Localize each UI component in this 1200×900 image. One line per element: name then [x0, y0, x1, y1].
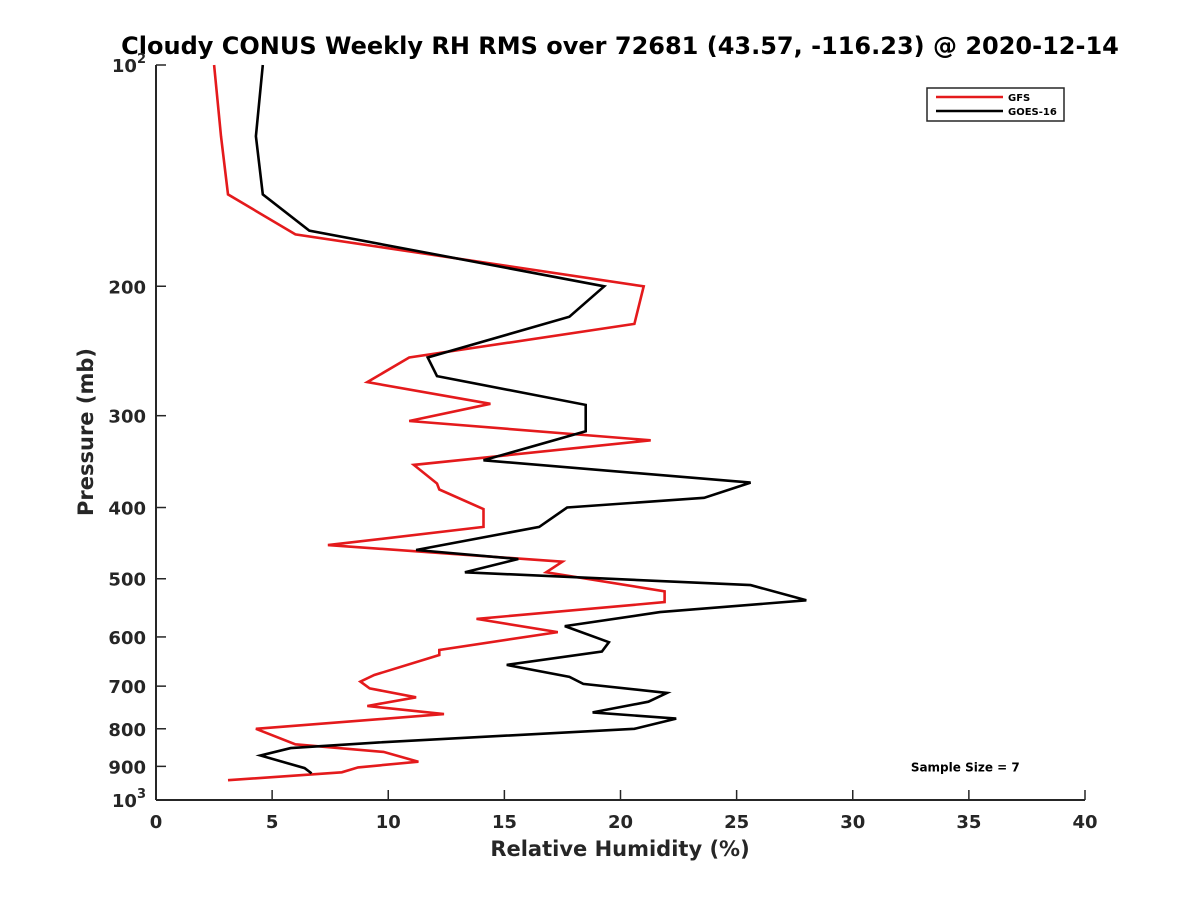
x-tick-labels: 0 5 10 15 20 25 30 35 40: [150, 812, 1098, 833]
y-tick-label-6: 700: [108, 677, 146, 698]
x-tick-label-5: 25: [724, 812, 749, 833]
y-tick-label-9: 103: [112, 787, 146, 812]
series-line-gfs: [212, 64, 666, 782]
series-lines: [212, 64, 807, 782]
x-tick-label-0: 0: [150, 812, 163, 833]
y-tick-label-7: 800: [108, 720, 146, 741]
y-tick-label-5: 600: [108, 628, 146, 649]
legend-box: [926, 87, 1065, 122]
y-tick-label-3: 400: [108, 499, 146, 520]
series-line-goes-16: [254, 64, 807, 775]
sample-size-annotation: Sample Size = 7: [911, 760, 1020, 774]
x-tick-label-1: 5: [266, 812, 279, 833]
y-tick-label-1: 200: [108, 277, 146, 298]
y-tick-label-8: 900: [108, 757, 146, 778]
chart-title: Cloudy CONUS Weekly RH RMS over 72681 (4…: [121, 32, 1119, 60]
y-tick-label-0: 102: [112, 52, 146, 77]
y-tick-label-4: 500: [108, 570, 146, 591]
x-tick-label-7: 35: [956, 812, 981, 833]
x-tick-label-2: 10: [376, 812, 401, 833]
legend-label-gfs: GFS: [1008, 93, 1030, 104]
x-tick-label-6: 30: [840, 812, 865, 833]
legend-label-goes16: GOES-16: [1008, 107, 1057, 118]
tick-marks: [155, 64, 1086, 801]
x-tick-label-4: 20: [608, 812, 633, 833]
x-tick-label-3: 15: [492, 812, 517, 833]
y-tick-labels: 102 200 300 400 500 600 700 800 900 103: [108, 52, 146, 812]
y-axis-label: Pressure (mb): [74, 348, 98, 516]
x-tick-label-8: 40: [1072, 812, 1097, 833]
legend: GFS GOES-16: [926, 87, 1065, 122]
x-axis-label: Relative Humidity (%): [490, 837, 749, 861]
y-tick-label-2: 300: [108, 407, 146, 428]
